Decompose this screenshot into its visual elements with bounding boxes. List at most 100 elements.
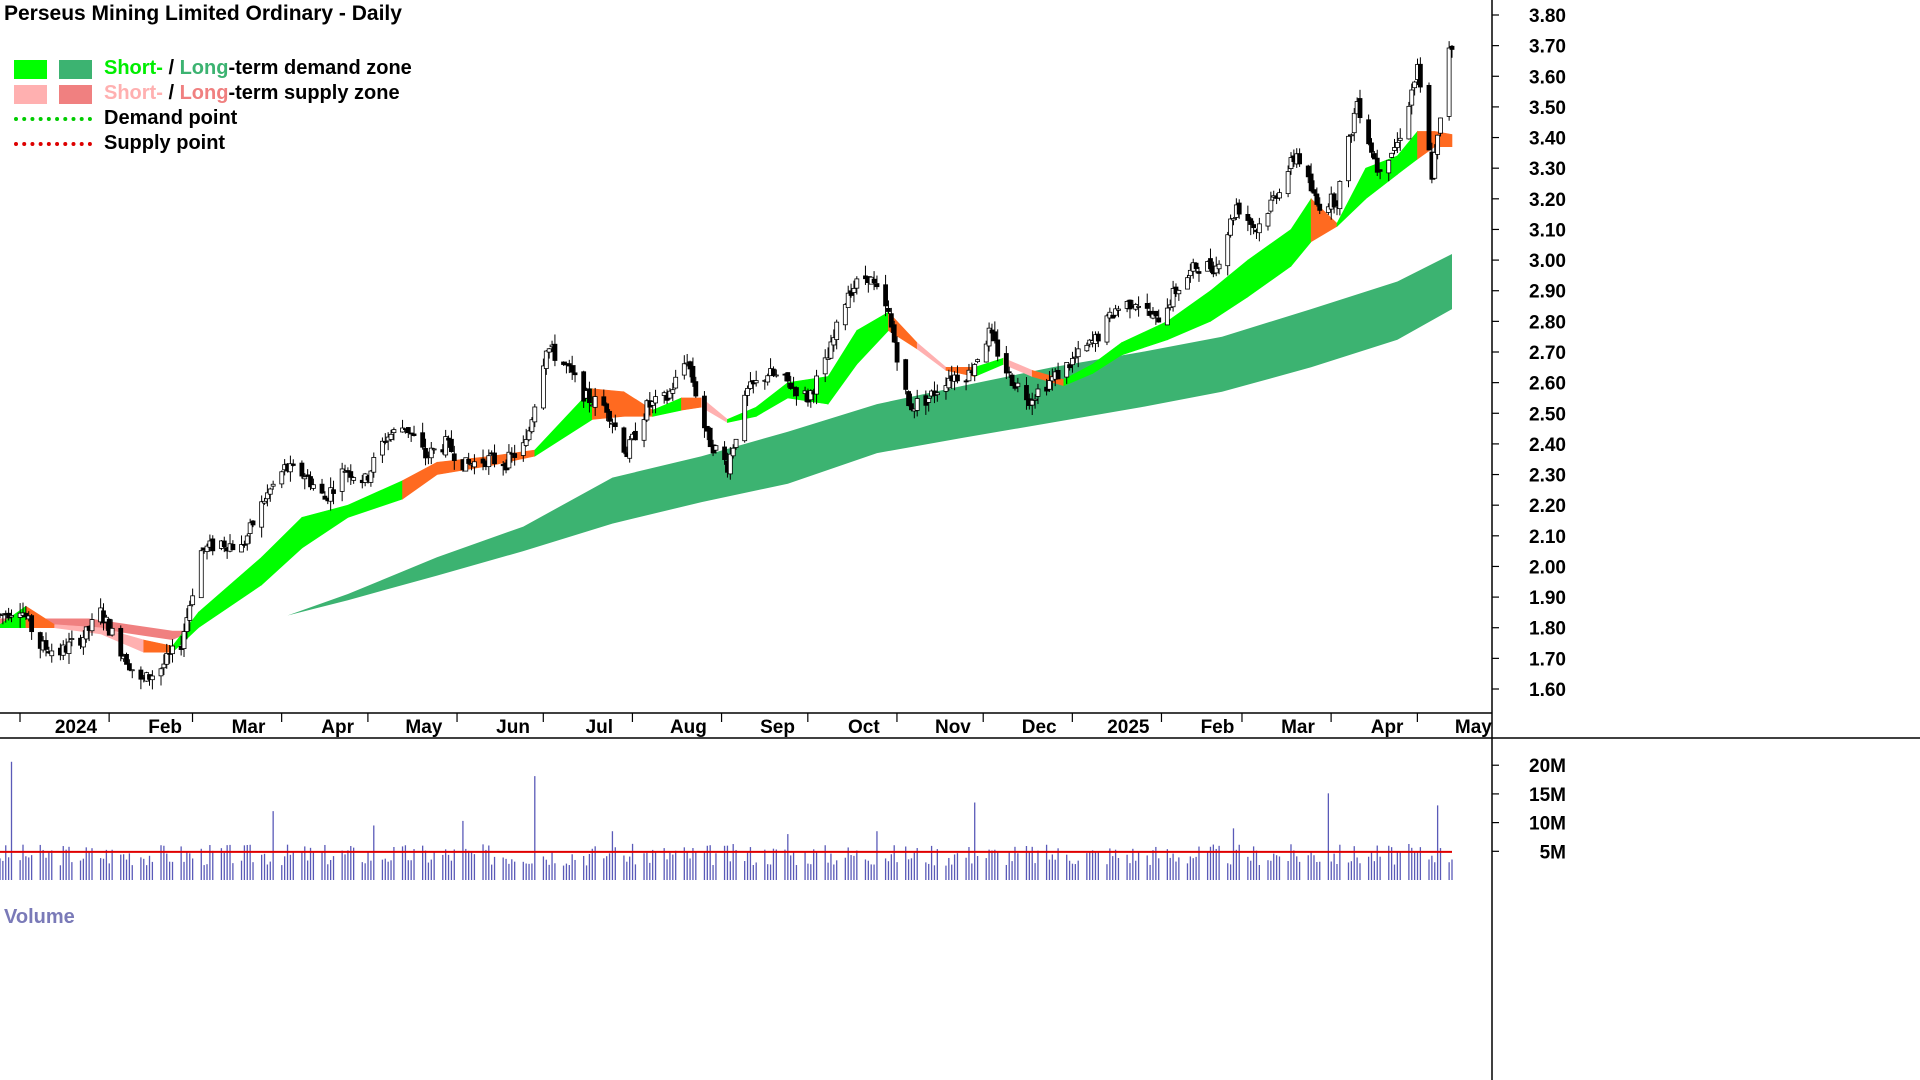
candle-body [687,361,693,370]
price-tick-label: 2.50 [1529,404,1566,425]
candle-body [1285,171,1291,195]
candle-body [80,637,86,648]
time-tick-label: Apr [321,717,354,738]
candle-body [650,401,656,406]
candle-body [221,540,227,548]
volume-tick-label: 20M [1529,756,1566,777]
short-term-zone-segment [856,311,889,366]
candle-body [181,631,187,650]
candle-body [1268,199,1274,212]
candle-body [463,457,469,472]
candle-body [118,627,124,657]
candle-body [707,427,713,448]
candle-body [1446,47,1452,117]
candle-body [443,436,449,456]
legend-supply-rest: -term supply zone [228,82,400,104]
candle-body [1228,218,1234,236]
short-term-zone-segment [198,556,262,629]
candle-body [1072,356,1078,359]
time-tick-label: Jun [496,717,530,738]
candle-body [641,419,647,441]
candle-body [946,377,952,389]
candle-body [943,385,949,392]
price-tick-label: 2.30 [1529,466,1566,487]
legend-supply-long: Long [179,82,229,104]
candle-body [1003,353,1009,374]
candle-body [1236,202,1242,215]
candle-body [1248,218,1254,225]
candle-body [808,390,814,401]
legend-supply-sep: / [162,82,180,104]
candle-body [1075,348,1081,358]
candle-body [748,381,753,389]
time-tick-label: May [405,717,442,738]
time-tick-label: Feb [1201,717,1235,738]
price-tick-label: 1.80 [1529,619,1566,640]
candle-body [264,492,270,500]
price-tick-label: 3.60 [1529,67,1566,88]
candle-body [1164,307,1170,326]
candle-body [972,364,978,376]
short-term-zone-segment [755,382,789,417]
candle-body [1374,157,1380,173]
candle-body [230,543,236,551]
candle-body [702,395,707,429]
candle-body [1067,364,1072,369]
candle-body [1216,263,1222,270]
price-tick-label: 3.40 [1529,129,1566,150]
candle-body [713,445,719,451]
candle-body [1449,45,1455,50]
time-tick-label: Nov [935,717,971,738]
volume-title: Volume [4,906,75,928]
candle-body [371,457,377,473]
candle-body [788,382,794,389]
short-term-zone-segment [261,516,303,586]
candle-body [1308,173,1314,192]
candle-body [1231,218,1236,221]
candle-body [541,365,546,409]
candle-body [1035,388,1041,397]
candle-body [89,619,95,632]
candle-body [883,284,888,307]
candle-body [126,663,132,671]
candle-body [299,462,305,477]
candle-body [322,495,328,500]
time-tick-label: Feb [148,717,182,738]
chart-title: Perseus Mining Limited Ordinary - Daily [4,2,402,25]
candle-body [267,488,273,495]
short-demand-swatch [14,60,47,79]
short-term-zone-segment [1247,228,1292,298]
candle-body [670,389,676,394]
candle-body [290,463,296,466]
candle-body [966,369,972,382]
candle-body [23,612,29,618]
candle-body [149,675,155,681]
candle-body [1225,234,1231,267]
candle-body [532,406,538,423]
candle-body [814,375,819,395]
candle-body [198,550,204,599]
candle-body [1389,152,1395,158]
candle-body [604,403,610,413]
candle-body [722,446,727,460]
long-supply-swatch [59,85,92,104]
short-term-zone-segment [1365,155,1398,200]
candle-body [348,471,354,478]
candle-body [1029,399,1035,406]
volume-layer [0,761,1453,880]
candle-body [546,348,552,353]
candle-body [305,474,311,477]
candle-body [262,500,267,504]
candle-body [29,615,35,633]
candle-body [1397,137,1403,141]
candle-body [1113,308,1118,316]
candle-body [543,350,549,369]
candle-body [466,458,472,464]
candle-body [210,538,216,552]
candle-body [834,321,840,340]
candle-body [83,626,89,640]
price-tick-label: 3.80 [1529,6,1566,27]
candle-body [1055,369,1061,380]
candle-body [1371,153,1377,160]
candle-body [1331,193,1337,208]
